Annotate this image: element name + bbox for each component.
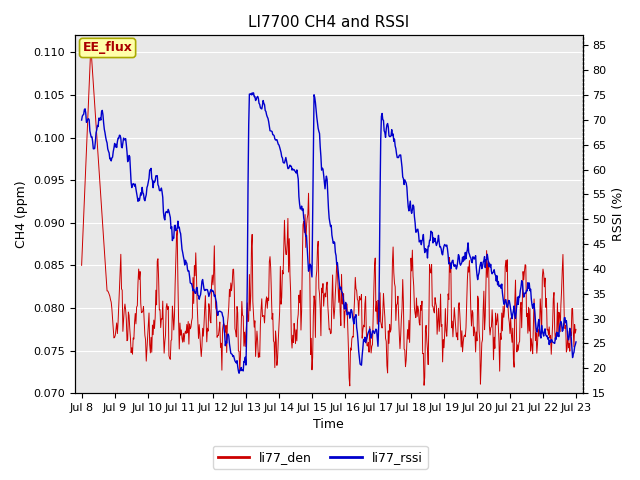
Line: li77_rssi: li77_rssi [82,93,576,373]
li77_rssi [86,131,94,137]
li77_den [404,336,412,342]
li77_rssi [236,371,243,376]
li77_rssi [250,90,257,96]
Y-axis label: RSSI (%): RSSI (%) [612,187,625,241]
li77_den [390,269,397,275]
li77_rssi [390,138,397,144]
Line: li77_den: li77_den [82,52,576,386]
X-axis label: Time: Time [314,419,344,432]
Text: EE_flux: EE_flux [83,41,132,54]
li77_den [346,383,354,389]
li77_den [86,49,94,55]
li77_den [214,333,222,338]
li77_rssi [572,339,580,345]
li77_den [189,315,196,321]
Y-axis label: CH4 (ppm): CH4 (ppm) [15,180,28,248]
li77_den [138,310,146,315]
li77_den [572,326,580,332]
li77_den [88,49,95,55]
Title: LI7700 CH4 and RSSI: LI7700 CH4 and RSSI [248,15,410,30]
li77_rssi [404,204,412,210]
li77_rssi [78,117,86,123]
Legend: li77_den, li77_rssi: li77_den, li77_rssi [212,446,428,469]
li77_rssi [214,312,221,318]
li77_den [78,263,86,268]
li77_rssi [188,281,195,287]
li77_rssi [138,192,145,198]
